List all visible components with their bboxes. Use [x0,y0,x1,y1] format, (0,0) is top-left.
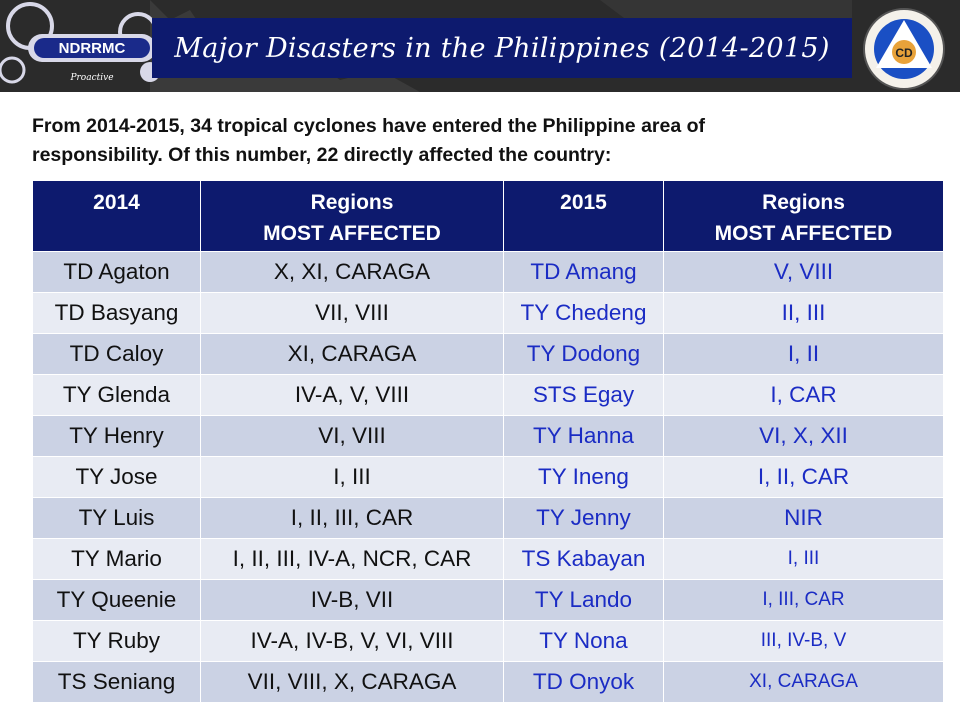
cyclone-2014: TS Seniang [32,661,201,703]
regions-2015: I, III [663,538,944,580]
header-banner: NDRRMC Proactive Major Disasters in the … [0,0,960,92]
table-row: TD Agaton X, XI, CARAGA TD Amang V, VIII [32,251,944,293]
table-row: TD Basyang VII, VIII TY Chedeng II, III [32,292,944,334]
regions-2014: I, II, III, CAR [200,497,504,539]
regions-2015: II, III [663,292,944,334]
header-regions-2014: Regions MOST AFFECTED [200,180,504,252]
regions-2014: VI, VIII [200,415,504,457]
table-row: TY Luis I, II, III, CAR TY Jenny NIR [32,497,944,539]
cyclone-2014: TY Ruby [32,620,201,662]
intro-line-2: responsibility. Of this number, 22 direc… [32,144,612,166]
regions-2014: VII, VIII, X, CARAGA [200,661,504,703]
svg-text:CD: CD [895,46,913,60]
regions-2015: I, II, CAR [663,456,944,498]
cyclone-2014: TD Agaton [32,251,201,293]
cyclone-2015: TD Onyok [503,661,664,703]
regions-2014: IV-B, VII [200,579,504,621]
regions-2015: I, CAR [663,374,944,416]
cyclone-2015: TY Lando [503,579,664,621]
cyclone-2015: TS Kabayan [503,538,664,580]
cyclone-2015: TD Amang [503,251,664,293]
ndrrmc-logo: NDRRMC Proactive [0,2,160,84]
regions-2014: I, II, III, IV-A, NCR, CAR [200,538,504,580]
regions-2015: XI, CARAGA [663,661,944,703]
table-row: TY Ruby IV-A, IV-B, V, VI, VIII TY Nona … [32,620,944,662]
cyclone-2015: TY Dodong [503,333,664,375]
table-header-row: 2014 Regions MOST AFFECTED 2015 Regions MO… [32,180,944,252]
regions-2015: III, IV-B, V [663,620,944,662]
table-row: TS Seniang VII, VIII, X, CARAGA TD Onyok… [32,661,944,703]
cyclone-2014: TY Jose [32,456,201,498]
regions-2014: XI, CARAGA [200,333,504,375]
svg-text:NDRRMC: NDRRMC [59,40,126,57]
cyclone-2015: TY Nona [503,620,664,662]
table-row: TY Henry VI, VIII TY Hanna VI, X, XII [32,415,944,457]
cyclone-2014: TY Mario [32,538,201,580]
header-regions-2015: Regions MOST AFFECTED [663,180,944,252]
cyclone-2015: TY Chedeng [503,292,664,334]
civil-defense-seal: CD [863,8,945,90]
regions-2015: I, II [663,333,944,375]
cyclone-2015: TY Ineng [503,456,664,498]
cyclone-2014: TD Caloy [32,333,201,375]
table-row: TD Caloy XI, CARAGA TY Dodong I, II [32,333,944,375]
header-2014: 2014 [32,180,201,252]
regions-2014: X, XI, CARAGA [200,251,504,293]
cyclone-table: 2014 Regions MOST AFFECTED 2015 Regions MO… [32,180,944,703]
header-2015: 2015 [503,180,664,252]
cyclone-2014: TY Queenie [32,579,201,621]
cyclone-2015: TY Jenny [503,497,664,539]
table-row: TY Mario I, II, III, IV-A, NCR, CAR TS K… [32,538,944,580]
regions-2014: IV-A, IV-B, V, VI, VIII [200,620,504,662]
regions-2015: VI, X, XII [663,415,944,457]
regions-2015: V, VIII [663,251,944,293]
svg-text:Proactive: Proactive [69,73,113,83]
cyclone-2015: TY Hanna [503,415,664,457]
regions-2014: VII, VIII [200,292,504,334]
regions-2014: I, III [200,456,504,498]
cyclone-2014: TY Glenda [32,374,201,416]
page-title: Major Disasters in the Philippines (2014… [152,18,852,78]
intro-line-1: From 2014-2015, 34 tropical cyclones hav… [32,115,706,137]
cyclone-2014: TY Henry [32,415,201,457]
cyclone-2014: TY Luis [32,497,201,539]
table-row: TY Glenda IV-A, V, VIII STS Egay I, CAR [32,374,944,416]
table-row: TY Jose I, III TY Ineng I, II, CAR [32,456,944,498]
cyclone-2015: STS Egay [503,374,664,416]
regions-2015: I, III, CAR [663,579,944,621]
table-row: TY Queenie IV-B, VII TY Lando I, III, CA… [32,579,944,621]
regions-2014: IV-A, V, VIII [200,374,504,416]
intro-paragraph: From 2014-2015, 34 tropical cyclones hav… [32,112,932,170]
cyclone-2014: TD Basyang [32,292,201,334]
regions-2015: NIR [663,497,944,539]
